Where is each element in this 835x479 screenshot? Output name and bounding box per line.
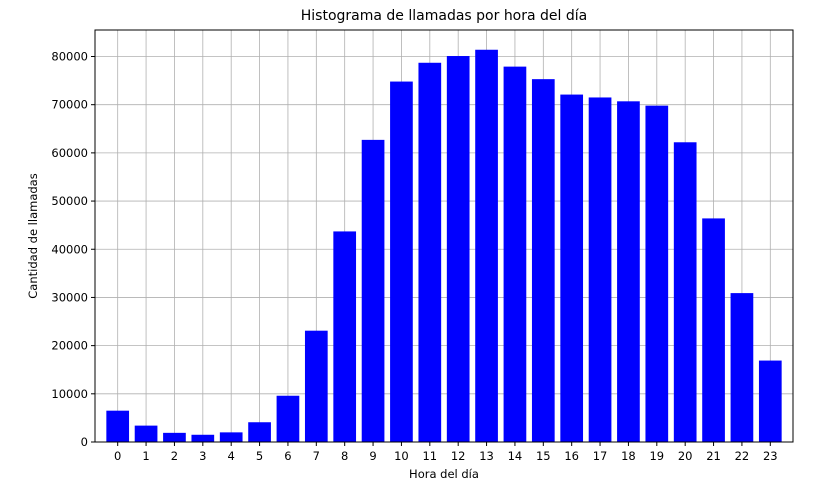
x-tick-label: 10 [394,449,409,463]
bar-hour-13 [475,49,498,443]
bar-hour-20 [673,142,697,443]
bar-hour-22 [730,293,754,442]
x-tick-label: 12 [451,449,466,463]
bar-hour-2 [163,432,186,442]
x-tick-label: 19 [649,449,664,463]
bar-hour-11 [418,62,442,443]
x-tick-label: 18 [621,449,636,463]
x-tick-label: 6 [284,449,291,463]
ticks-layer: 0 10000 20000 30000 40000 50000 60000 70000 8000… [51,50,777,463]
x-tick-label: 14 [508,449,523,463]
x-tick-label: 3 [199,449,206,463]
bar-hour-19 [645,105,669,442]
x-tick-label: 2 [171,449,178,463]
x-tick-label: 4 [228,449,235,463]
y-tick-label: 20000 [51,339,88,353]
bar-hour-16 [560,94,584,442]
y-tick-label: 40000 [51,242,88,256]
x-tick-label: 9 [369,449,376,463]
x-tick-label: 13 [479,449,494,463]
x-tick-label: 21 [706,449,721,463]
bar-hour-3 [191,434,215,442]
bar-hour-7 [304,330,328,442]
x-tick-label: 16 [564,449,579,463]
bar-hour-17 [588,97,612,443]
bar-hour-14 [503,66,527,442]
y-tick-label: 30000 [51,290,88,304]
bar-hour-12 [446,56,470,442]
x-axis-label: Hora del día [409,467,479,479]
chart-title: Histograma de llamadas por hora del día [301,8,587,24]
bar-hour-23 [758,360,782,442]
x-tick-label: 8 [341,449,348,463]
y-tick-label: 0 [81,435,88,449]
x-tick-label: 11 [422,449,437,463]
bar-hour-21 [702,218,725,442]
bar-hour-0 [106,410,130,442]
bar-hour-9 [361,139,385,442]
x-tick-label: 0 [114,449,121,463]
bar-hour-10 [390,81,413,442]
bar-hour-1 [134,425,158,442]
bars-layer [106,49,782,443]
x-tick-label: 22 [735,449,750,463]
bar-hour-4 [219,432,243,442]
y-tick-label: 60000 [51,146,88,160]
bar-hour-6 [276,395,300,442]
bar-hour-5 [248,422,271,442]
y-tick-label: 70000 [51,98,88,112]
bar-hour-8 [333,231,357,442]
y-tick-label: 10000 [51,387,88,401]
x-tick-label: 15 [536,449,551,463]
bar-hour-15 [531,79,555,442]
plot-frame [94,29,794,443]
bar-hour-18 [617,101,640,442]
x-tick-label: 23 [763,449,778,463]
x-tick-label: 17 [593,449,608,463]
x-tick-label: 7 [313,449,320,463]
y-tick-label: 50000 [51,194,88,208]
x-tick-label: 5 [256,449,263,463]
y-tick-label: 80000 [51,50,88,64]
x-tick-label: 20 [678,449,693,463]
y-axis-label: Cantidad de llamadas [26,173,40,298]
x-tick-label: 1 [142,449,149,463]
